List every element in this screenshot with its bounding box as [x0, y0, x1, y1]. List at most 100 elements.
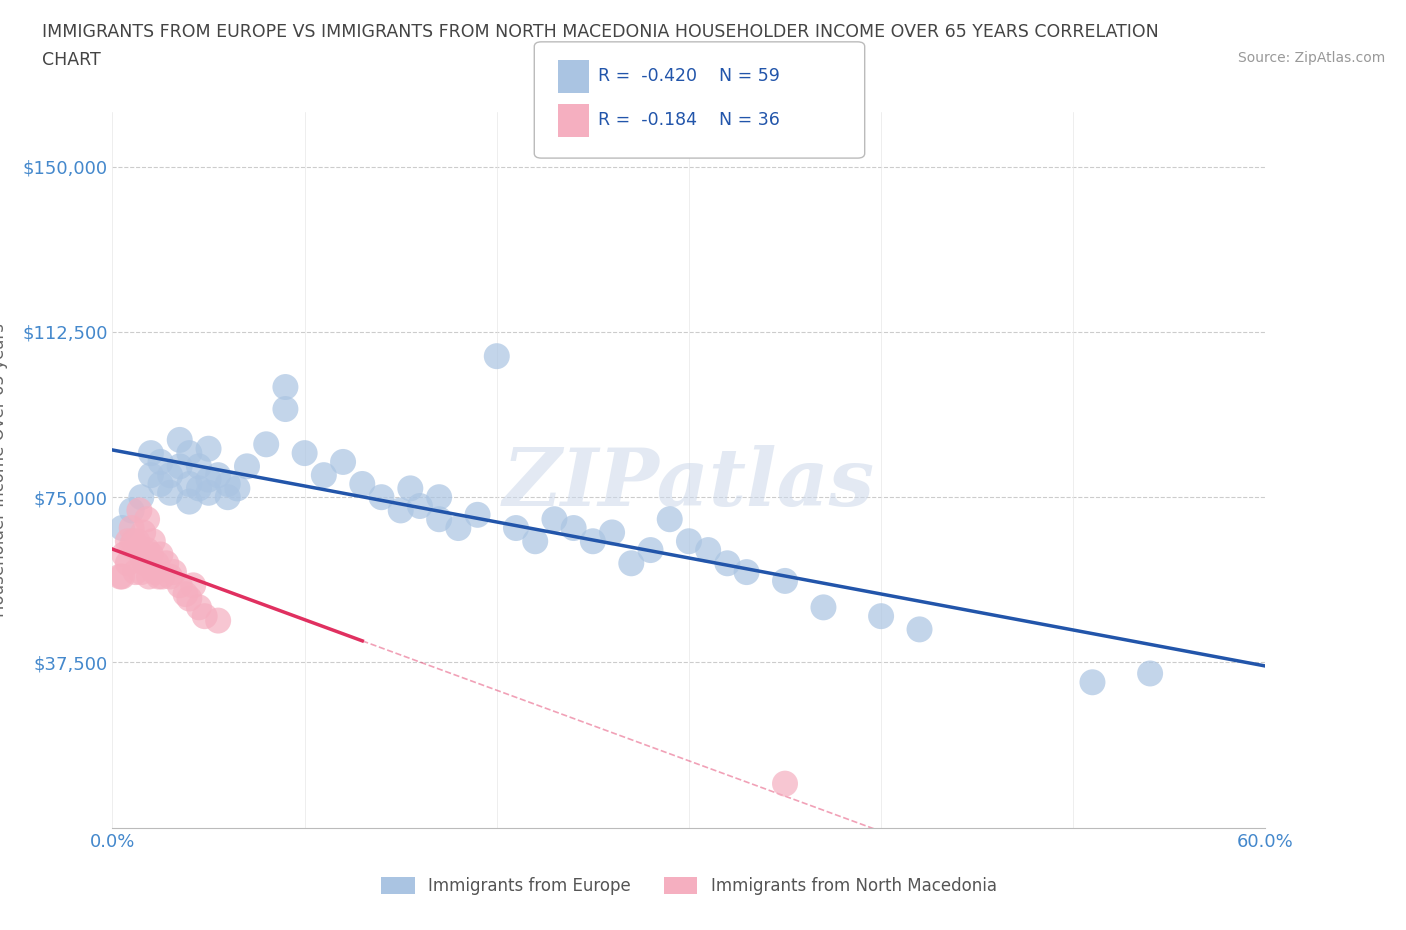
Point: [370, 490, 392, 505]
Point: [197, 472, 219, 487]
Point: [159, 468, 181, 483]
Point: [117, 556, 139, 571]
Point: [188, 481, 211, 496]
Point: [773, 777, 796, 791]
Point: [121, 521, 143, 536]
Point: [124, 565, 146, 579]
Point: [179, 445, 201, 460]
Point: [136, 542, 159, 557]
Y-axis label: Householder Income Over 65 years: Householder Income Over 65 years: [0, 323, 8, 617]
Point: [524, 534, 547, 549]
Point: [127, 534, 149, 549]
Point: [197, 485, 219, 500]
Point: [870, 609, 893, 624]
Point: [236, 458, 259, 473]
Text: Source: ZipAtlas.com: Source: ZipAtlas.com: [1237, 51, 1385, 65]
Point: [389, 503, 412, 518]
Point: [122, 534, 145, 549]
Point: [179, 476, 201, 491]
Point: [179, 591, 201, 606]
Point: [447, 521, 470, 536]
Point: [138, 569, 160, 584]
Point: [427, 490, 450, 505]
Point: [142, 534, 165, 549]
Point: [148, 569, 170, 584]
Point: [111, 521, 134, 536]
Point: [217, 476, 239, 491]
Point: [149, 455, 172, 470]
Point: [129, 565, 153, 579]
Point: [207, 468, 229, 483]
Point: [294, 445, 316, 460]
Point: [149, 547, 172, 562]
Point: [274, 402, 297, 417]
Point: [352, 476, 374, 491]
Point: [274, 379, 297, 394]
Point: [179, 494, 201, 509]
Point: [117, 534, 139, 549]
Point: [332, 455, 354, 470]
Point: [312, 468, 335, 483]
Point: [155, 556, 177, 571]
Point: [658, 512, 681, 526]
Point: [427, 512, 450, 526]
Point: [139, 468, 162, 483]
Point: [121, 503, 143, 518]
Point: [485, 349, 508, 364]
Point: [132, 525, 155, 540]
Text: R =  -0.420    N = 59: R = -0.420 N = 59: [598, 67, 779, 86]
Point: [640, 542, 662, 557]
Point: [716, 556, 738, 571]
Point: [152, 569, 174, 584]
Point: [121, 538, 143, 553]
Point: [620, 556, 643, 571]
Point: [163, 565, 186, 579]
Point: [169, 578, 191, 592]
Point: [735, 565, 758, 579]
Point: [1139, 666, 1161, 681]
Point: [409, 498, 432, 513]
Text: CHART: CHART: [42, 51, 101, 69]
Point: [111, 569, 134, 584]
Point: [174, 587, 197, 602]
Point: [108, 569, 131, 584]
Point: [136, 512, 159, 526]
Point: [697, 542, 720, 557]
Point: [197, 441, 219, 456]
Point: [129, 490, 153, 505]
Point: [773, 574, 796, 589]
Point: [169, 432, 191, 447]
Point: [678, 534, 700, 549]
Point: [149, 476, 172, 491]
Point: [169, 458, 191, 473]
Point: [134, 556, 156, 571]
Point: [582, 534, 605, 549]
Point: [207, 613, 229, 628]
Point: [562, 521, 585, 536]
Point: [226, 481, 249, 496]
Text: R =  -0.184    N = 36: R = -0.184 N = 36: [598, 111, 779, 129]
Text: IMMIGRANTS FROM EUROPE VS IMMIGRANTS FROM NORTH MACEDONIA HOUSEHOLDER INCOME OVE: IMMIGRANTS FROM EUROPE VS IMMIGRANTS FRO…: [42, 23, 1159, 41]
Point: [505, 521, 527, 536]
Point: [128, 503, 150, 518]
Legend: Immigrants from Europe, Immigrants from North Macedonia: Immigrants from Europe, Immigrants from …: [374, 870, 1004, 902]
Point: [159, 569, 181, 584]
Point: [813, 600, 835, 615]
Point: [159, 485, 181, 500]
Point: [143, 565, 166, 579]
Point: [194, 609, 217, 624]
Point: [1081, 675, 1104, 690]
Point: [188, 458, 211, 473]
Point: [181, 578, 204, 592]
Point: [467, 508, 489, 523]
Point: [543, 512, 565, 526]
Point: [145, 556, 167, 571]
Point: [129, 547, 153, 562]
Point: [139, 445, 162, 460]
Point: [217, 490, 239, 505]
Point: [254, 437, 277, 452]
Point: [188, 600, 211, 615]
Point: [399, 481, 422, 496]
Point: [908, 622, 931, 637]
Point: [139, 547, 162, 562]
